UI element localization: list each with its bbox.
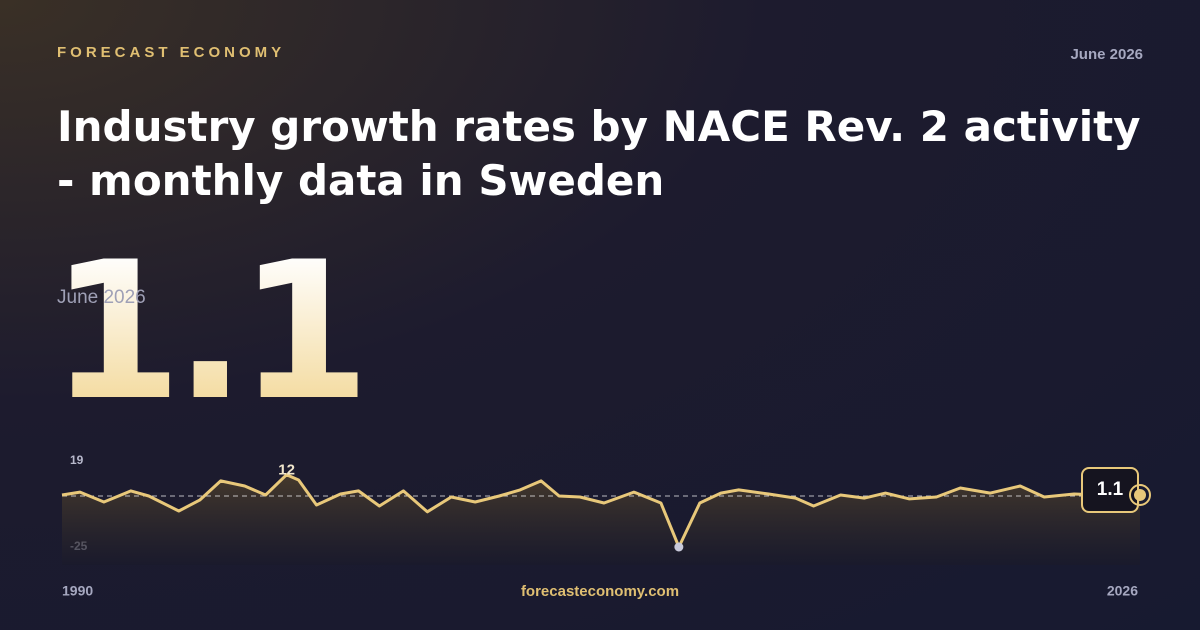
site-url: forecasteconomy.com (520, 583, 680, 600)
x-tick-label: 2026 (1107, 583, 1138, 599)
brand: FORECAST ECONOMY (57, 44, 286, 61)
y-tick-label: 19 (70, 453, 84, 467)
title: Industry growth rates by NACE Rev. 2 act… (57, 102, 1141, 205)
x-tick-label: 1990 (62, 583, 93, 599)
headline-value: 1.1 (50, 221, 371, 442)
last-point (1134, 488, 1146, 501)
area (62, 474, 1140, 565)
min-point (674, 542, 684, 552)
headline-date: June 2026 (57, 287, 146, 308)
date: June 2026 (1070, 46, 1143, 63)
peak-label: 12 (278, 462, 295, 479)
callout-label: 1.1 (1097, 479, 1124, 500)
line (61, 473, 1141, 549)
last-point-ring (1129, 483, 1151, 506)
